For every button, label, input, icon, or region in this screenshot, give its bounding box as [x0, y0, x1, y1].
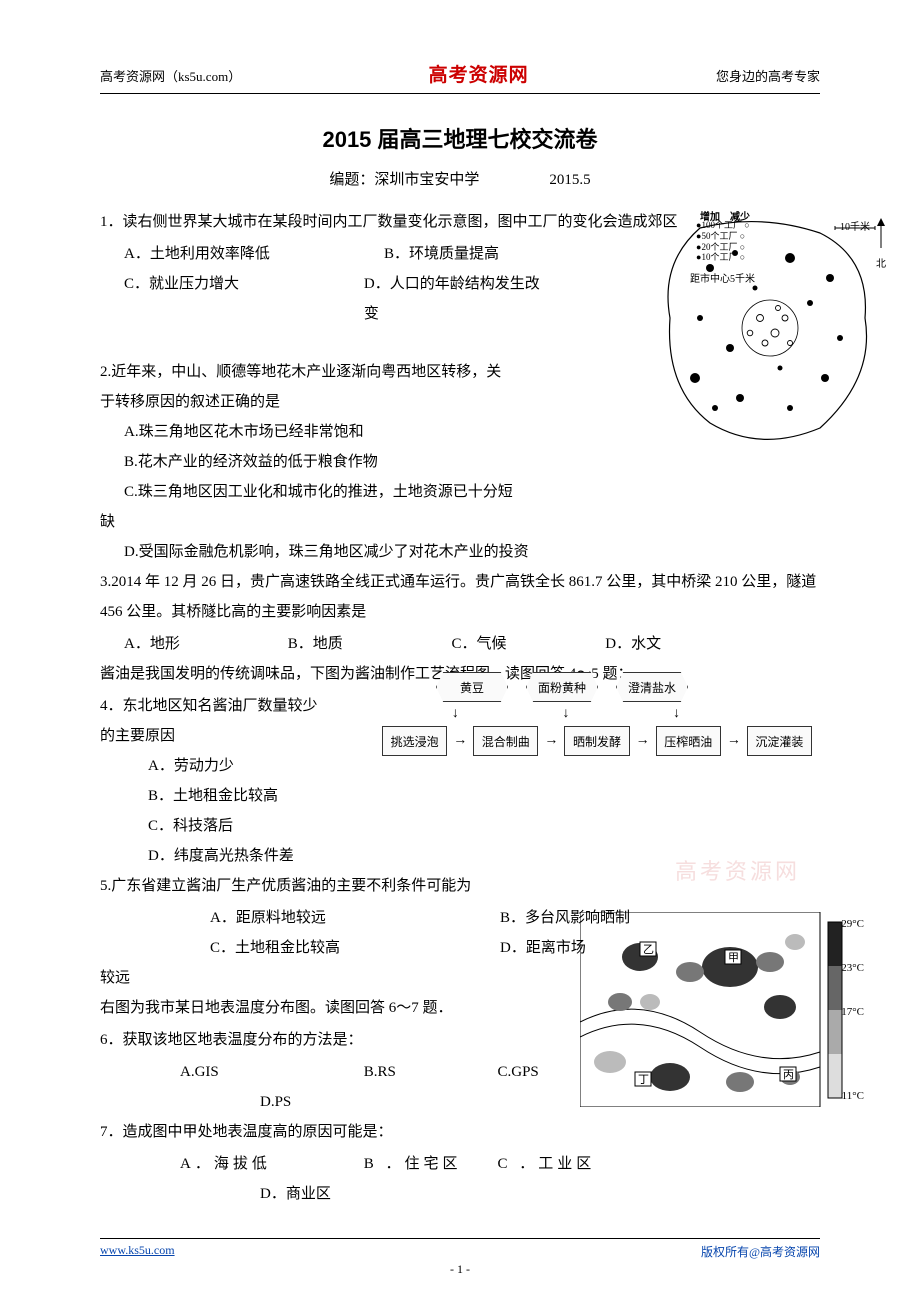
flow-step-press: 压榨晒油	[656, 726, 721, 756]
header-right: 您身边的高考专家	[716, 66, 820, 85]
page-footer: www.ks5u.com 版权所有@高考资源网 - 1 -	[100, 1238, 820, 1260]
footer-url[interactable]: www.ks5u.com	[100, 1243, 175, 1260]
map-legend-20: 20个工厂	[701, 242, 737, 252]
temp-29: 29°C	[841, 918, 864, 930]
q4-opt-c: C．科技落后	[148, 811, 820, 841]
q1-opt-c: C．就业压力增大	[124, 269, 364, 329]
north-label: 北	[874, 255, 888, 270]
q3-opt-c: C．气候	[452, 629, 602, 659]
editor-label: 编题：深圳市宝安中学	[329, 172, 479, 188]
flow-step-soak: 挑选浸泡	[382, 726, 447, 756]
flow-node-flour: 面粉黄种	[526, 672, 598, 702]
temp-17: 17°C	[841, 1006, 864, 1018]
q2-opt-b: B.花木产业的经济效益的低于粮食作物	[124, 447, 540, 477]
q7-stem: 7．造成图中甲处地表温度高的原因可能是：	[100, 1117, 820, 1147]
figure-city-factory-map: 增加 减少 ●100个工厂 ○ ●50个工厂 ○ ●20个工厂 ○ ●10个工厂…	[640, 208, 890, 458]
flow-step-ferment: 晒制发酵	[564, 726, 629, 756]
header-left: 高考资源网（ks5u.com）	[100, 66, 241, 85]
map-legend-10: 10个工厂	[701, 252, 737, 262]
arrow-down-icon: ↓	[452, 706, 459, 722]
svg-text:甲: 甲	[728, 952, 739, 964]
footer-rule	[100, 1238, 820, 1239]
q5-opt-a: A．距原料地较远	[210, 903, 500, 933]
q2-stem-line1: 2.近年来，中山、顺德等地花木产业逐渐向粤西地区转移，关	[100, 357, 540, 387]
figure-soy-flow: 黄豆 面粉黄种 澄清盐水 ↓ ↓ ↓ 挑选浸泡 → 混合制曲 → 晒制发酵 → …	[382, 672, 812, 812]
flow-node-soy: 黄豆	[436, 672, 508, 702]
q7-opt-b: B ．住宅区	[364, 1149, 494, 1179]
q3-opt-a: A．地形	[124, 629, 284, 659]
north-arrow: 北	[874, 218, 888, 270]
svg-text:丁: 丁	[638, 1074, 649, 1086]
page-subtitle: 编题：深圳市宝安中学 2015.5	[100, 168, 820, 189]
q7-opt-d: D．商业区	[100, 1179, 820, 1209]
arrow-right-icon: →	[453, 733, 467, 749]
header-rule	[100, 93, 820, 94]
q4-opt-d: D．纬度高光热条件差	[148, 841, 820, 871]
map-legend-50: 50个工厂	[701, 231, 737, 241]
map-ring-label: 距市中心5千米	[690, 270, 755, 285]
temp-23: 23°C	[841, 962, 864, 974]
temp-11: 11°C	[842, 1090, 864, 1102]
q2-opt-a: A.珠三角地区花木市场已经非常饱和	[124, 417, 540, 447]
q1-opt-d: D．人口的年龄结构发生改变	[364, 269, 540, 329]
svg-text:乙: 乙	[643, 943, 654, 956]
q2-opt-d: D.受国际金融危机影响，珠三角地区减少了对花木产业的投资	[124, 537, 820, 567]
flow-node-brine: 澄清盐水	[616, 672, 688, 702]
flow-step-mix: 混合制曲	[473, 726, 538, 756]
q7-opt-c: C ．工业区	[498, 1149, 648, 1179]
q2-opt-c: C.珠三角地区因工业化和城市化的推进，土地资源已十分短	[124, 477, 540, 507]
arrow-down-icon: ↓	[673, 706, 680, 722]
q6-opt-a: A.GIS	[180, 1057, 360, 1087]
q3-opt-b: B．地质	[288, 629, 448, 659]
footer-copyright: 版权所有@高考资源网	[701, 1243, 820, 1260]
q2-opt-c-cont: 缺	[100, 507, 820, 537]
q4-stem-line1: 4．东北地区知名酱油厂数量较少	[100, 691, 340, 721]
intro-67: 右图为我市某日地表温度分布图。读图回答 6～7 题．	[100, 993, 530, 1023]
q1-opt-b: B．环境质量提高	[384, 239, 499, 269]
flow-step-bottle: 沉淀灌装	[747, 726, 812, 756]
q1-opt-a: A．土地利用效率降低	[124, 239, 384, 269]
arrow-right-icon: →	[544, 733, 558, 749]
arrow-right-icon: →	[636, 733, 650, 749]
map-scale: 10千米	[840, 218, 870, 233]
header-center-logo: 高考资源网	[429, 60, 529, 87]
q3-stem: 3.2014 年 12 月 26 日，贵广高速铁路全线正式通车运行。贵广高铁全长…	[100, 567, 820, 627]
q5-opt-c: C．土地租金比较高	[210, 933, 500, 963]
arrow-down-icon: ↓	[562, 706, 569, 722]
svg-text:丙: 丙	[783, 1069, 794, 1081]
arrow-right-icon: →	[727, 733, 741, 749]
q5-stem: 5.广东省建立酱油厂生产优质酱油的主要不利条件可能为	[100, 871, 820, 901]
q3-opt-d: D．水文	[605, 629, 725, 659]
map-legend-100: 100个工厂	[701, 220, 742, 230]
figure-temp-map: 甲 乙 丙 丁 29°C 23°C 17°C 11°C	[580, 912, 860, 1107]
q7-opt-a: A．海拔低	[180, 1149, 360, 1179]
page-title: 2015 届高三地理七校交流卷	[100, 122, 820, 154]
q6-opt-b: B.RS	[364, 1057, 494, 1087]
footer-page-number: - 1 -	[100, 1262, 820, 1277]
exam-date: 2015.5	[549, 172, 590, 188]
q5-opt-d: D．距离市场	[500, 933, 586, 963]
